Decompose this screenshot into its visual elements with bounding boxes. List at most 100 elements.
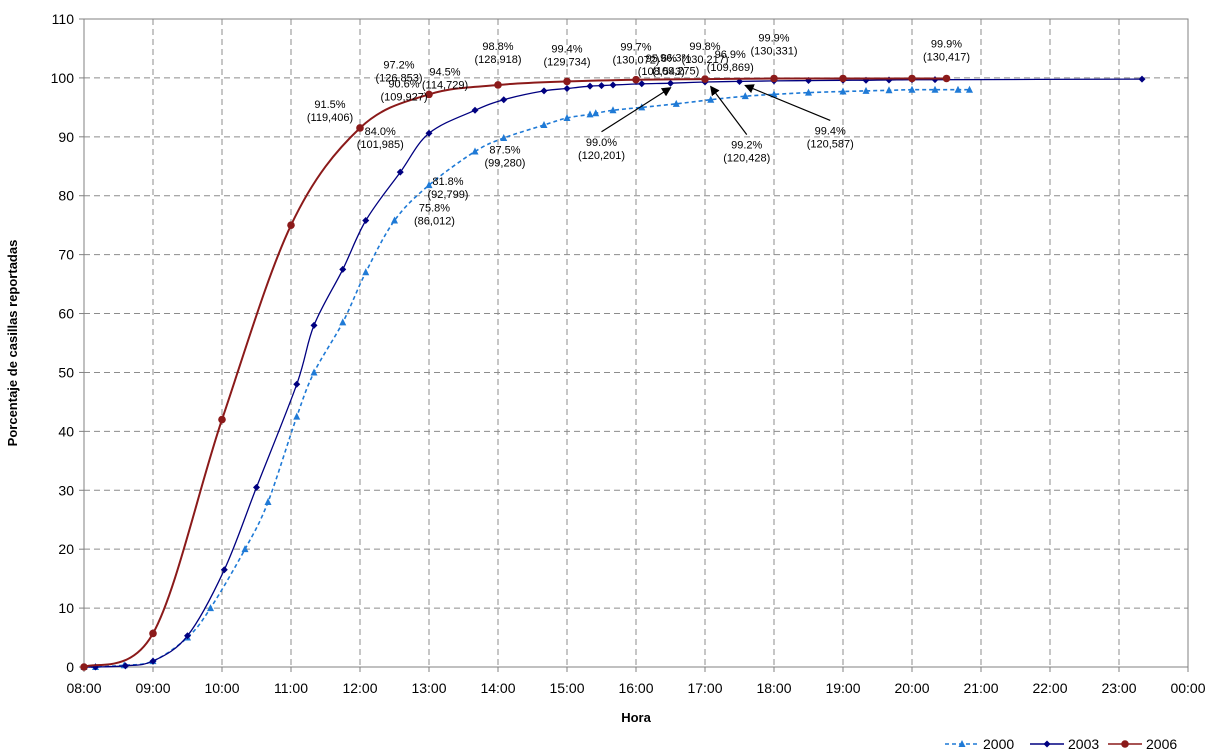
annotation-count: (129,734) — [543, 56, 590, 68]
annotation-count: (101,985) — [357, 139, 404, 151]
x-tick-label: 10:00 — [204, 680, 239, 696]
annotation-count: (92,799) — [428, 189, 469, 201]
data-point-2006 — [770, 74, 778, 83]
data-point-2000 — [500, 133, 508, 141]
legend-marker-2006 — [1121, 740, 1129, 748]
data-point-2003 — [563, 85, 571, 93]
annotation-percent: 99.2% — [731, 140, 762, 152]
data-point-2003 — [121, 662, 129, 670]
annotation: 96.9%(109,869) — [707, 49, 754, 74]
annotation-count: (130,331) — [750, 45, 797, 57]
data-point-2000 — [770, 90, 778, 98]
data-point-2006 — [632, 75, 640, 84]
data-point-2000 — [672, 99, 680, 107]
x-tick-label: 00:00 — [1170, 680, 1205, 696]
data-point-2000 — [908, 85, 916, 93]
annotation: 94.5%(114,729) — [422, 66, 468, 91]
annotation: 84.0%(101,985) — [357, 126, 404, 151]
series-layer — [80, 74, 1146, 671]
y-axis-ticks: 0 10 20 30 40 50 60 70 80 90 100 110 — [51, 11, 84, 675]
data-point-2003 — [425, 129, 433, 137]
annotation: 99.4%(129,734) — [543, 43, 590, 68]
annotation-percent: 94.5% — [429, 66, 460, 78]
legend-item-2006: 2006 — [1108, 736, 1177, 752]
annotation: 99.2%(120,428) — [710, 85, 770, 165]
data-point-2000 — [264, 498, 272, 506]
data-point-2003 — [149, 657, 157, 665]
annotation: 98.8%(128,918) — [474, 41, 521, 66]
data-point-2003 — [1138, 75, 1146, 83]
legend-item-2000: 2000 — [945, 736, 1014, 752]
annotation-percent: 98.8% — [482, 41, 513, 53]
y-tick-label: 30 — [58, 482, 74, 498]
data-point-2000 — [425, 181, 433, 189]
y-tick-label: 20 — [58, 541, 74, 557]
data-point-2000 — [885, 86, 893, 94]
series-2000 — [80, 85, 973, 670]
legend-label-2006: 2006 — [1146, 736, 1177, 752]
data-point-2003 — [396, 168, 404, 176]
series-line-2006 — [83, 77, 947, 668]
annotation-count: (120,587) — [807, 138, 854, 150]
data-point-2000 — [931, 85, 939, 93]
series-2003 — [80, 75, 1146, 671]
annotation-percent: 99.4% — [551, 43, 582, 55]
annotation-count: (109,927) — [380, 91, 427, 103]
annotation-arrow — [601, 87, 672, 133]
annotation-percent: 91.5% — [314, 99, 345, 111]
grid-lines — [84, 19, 1188, 667]
data-point-2000 — [241, 545, 249, 553]
x-tick-label: 16:00 — [618, 680, 653, 696]
y-tick-label: 110 — [52, 11, 75, 27]
x-tick-label: 13:00 — [411, 680, 446, 696]
series-line-2000 — [83, 88, 970, 668]
x-tick-label: 11:00 — [274, 680, 308, 696]
data-point-2003 — [184, 632, 191, 640]
data-point-2000 — [966, 85, 973, 93]
data-point-2000 — [592, 109, 600, 117]
annotation-count: (120,428) — [723, 153, 770, 165]
x-tick-label: 23:00 — [1101, 680, 1136, 696]
x-tick-label: 12:00 — [342, 680, 377, 696]
series-line-2003 — [83, 78, 1143, 668]
data-point-2000 — [609, 106, 617, 114]
y-axis-title: Porcentaje de casillas reportadas — [5, 240, 20, 447]
annotation-percent: 99.8% — [689, 41, 720, 53]
data-point-2006 — [563, 77, 571, 86]
data-point-2006 — [356, 124, 364, 132]
annotation-layer: 91.5%(119,406) 97.2%(126,853) 98.8%(128,91… — [307, 32, 970, 227]
data-point-2000 — [293, 412, 301, 420]
annotation-count: (86,012) — [414, 215, 455, 227]
legend-marker-2003 — [1043, 740, 1051, 748]
y-tick-label: 40 — [58, 423, 74, 439]
x-tick-label: 19:00 — [825, 680, 860, 696]
data-point-2006 — [218, 415, 226, 424]
y-tick-label: 50 — [58, 364, 74, 380]
annotation-percent: 96.9% — [715, 49, 746, 61]
data-point-2000 — [638, 103, 646, 111]
y-tick-label: 100 — [51, 70, 75, 86]
legend-label-2003: 2003 — [1068, 736, 1099, 752]
data-point-2003 — [586, 82, 594, 90]
data-point-2003 — [540, 87, 548, 95]
data-point-2006 — [942, 74, 951, 83]
annotation-count: (119,406) — [307, 112, 353, 124]
data-point-2000 — [471, 147, 479, 155]
annotation-count: (128,918) — [474, 54, 521, 66]
annotation: 87.5%(99,280) — [485, 145, 526, 170]
annotation-percent: 75.8% — [419, 202, 450, 214]
data-point-2003 — [931, 76, 939, 84]
annotation-count: (109,869) — [707, 62, 754, 74]
data-point-2003 — [220, 566, 228, 574]
data-point-2000 — [362, 268, 370, 276]
data-point-2006 — [149, 629, 157, 638]
data-point-2003 — [362, 216, 370, 224]
annotation: 75.8%(86,012) — [414, 202, 455, 227]
x-tick-label: 14:00 — [480, 680, 515, 696]
data-point-2000 — [310, 368, 318, 376]
annotation-percent: 99.0% — [586, 137, 617, 149]
annotation-percent: 99.9% — [931, 38, 962, 50]
annotation-count: (120,201) — [578, 150, 625, 162]
annotation-percent: 97.2% — [383, 59, 414, 71]
data-point-2003 — [471, 106, 479, 114]
